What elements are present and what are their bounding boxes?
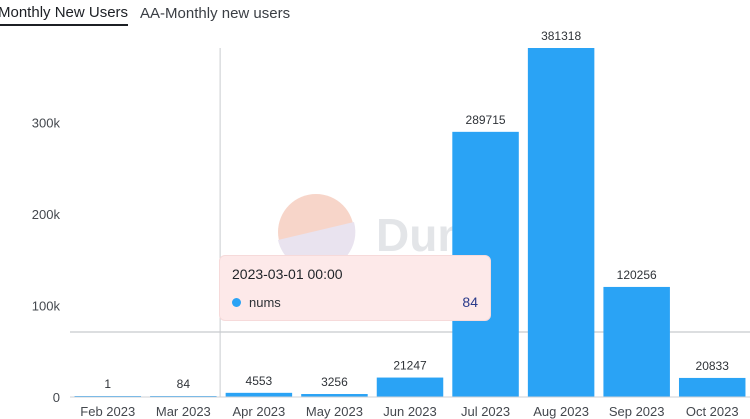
series-dot-icon [232,297,241,307]
chart-subtitle: AA-Monthly new users [140,5,291,22]
data-label: 20833 [696,359,730,373]
data-label: 3256 [321,375,348,389]
x-tick-label: Sep 2023 [609,404,665,419]
bar[interactable] [527,48,595,397]
y-tick-label: 300k [32,115,61,130]
x-tick-label: Oct 2023 [686,404,739,419]
bar[interactable] [678,377,746,397]
x-tick-label: Apr 2023 [233,404,286,419]
x-tick-label: May 2023 [306,404,363,419]
data-label: 21247 [393,359,427,373]
data-label: 1 [104,377,111,391]
data-label: 289715 [466,113,506,127]
x-tick-label: Jun 2023 [383,404,437,419]
bar[interactable] [376,377,444,397]
tooltip: 2023-03-01 00:00 nums 84 [219,255,491,321]
y-tick-label: 0 [53,390,60,405]
data-label: 4553 [246,374,273,388]
chart-title-tab[interactable]: Monthly New Users [0,2,129,26]
y-tick-label: 100k [32,298,61,313]
x-tick-label: Feb 2023 [80,404,135,419]
chart-header: Monthly New Users AA-Monthly new users [0,0,750,28]
tooltip-title: 2023-03-01 00:00 [232,266,343,282]
x-tick-label: Jul 2023 [461,404,510,419]
x-tick-label: Aug 2023 [533,404,589,419]
x-tick-label: Mar 2023 [156,404,211,419]
tooltip-row: nums 84 [232,294,478,310]
tooltip-series-name: nums [249,294,281,310]
data-label: 381318 [541,29,581,43]
tooltip-value: 84 [462,294,478,310]
data-label: 84 [177,377,191,391]
bar[interactable] [603,286,670,397]
bar[interactable] [301,394,368,397]
data-label: 120256 [617,268,657,282]
y-tick-label: 200k [32,207,61,222]
bar[interactable] [225,392,293,397]
